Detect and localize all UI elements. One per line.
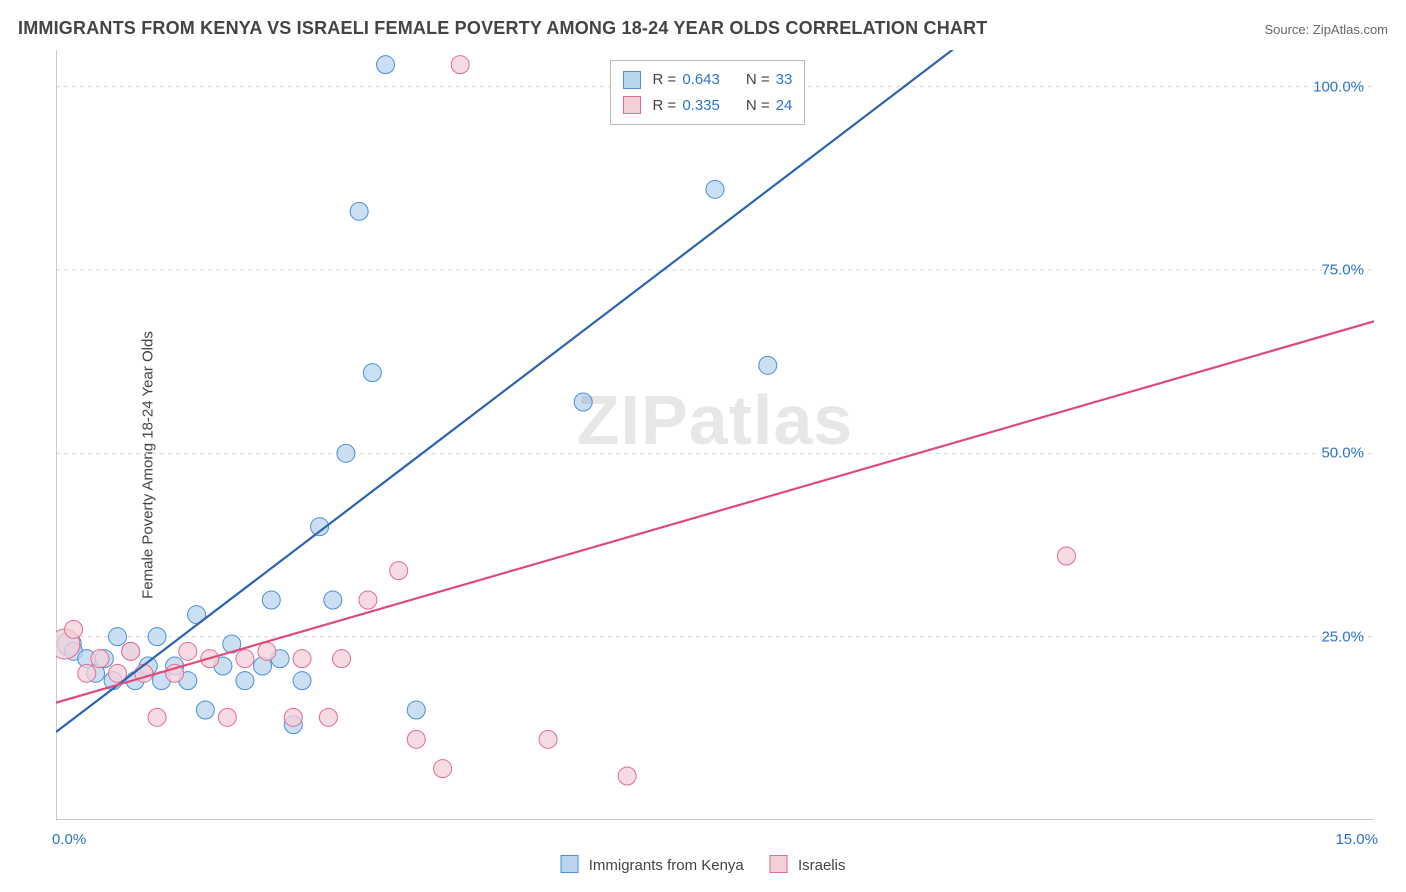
legend-item-2: Israelis (770, 855, 846, 874)
legend-swatch-2 (770, 855, 788, 873)
legend-item-1: Immigrants from Kenya (561, 855, 744, 874)
stat-legend: R = 0.643N = 33R = 0.335N = 24 (610, 60, 806, 125)
chart-title: IMMIGRANTS FROM KENYA VS ISRAELI FEMALE … (18, 18, 987, 39)
scatter-svg (56, 50, 1374, 820)
ytick-75: 75.0% (1321, 262, 1364, 279)
x-tick-max: 15.0% (1335, 831, 1378, 848)
legend-label-2: Israelis (798, 857, 846, 874)
ytick-100: 100.0% (1313, 78, 1364, 95)
chart-area: Female Poverty Among 18-24 Year Olds ZIP… (0, 50, 1406, 880)
x-tick-min: 0.0% (52, 831, 86, 848)
legend-bottom: Immigrants from Kenya Israelis (561, 855, 846, 874)
legend-swatch-1 (561, 855, 579, 873)
source-label: Source: ZipAtlas.com (1264, 22, 1388, 37)
legend-label-1: Immigrants from Kenya (589, 857, 744, 874)
plot-area: ZIPatlas R = 0.643N = 33R = 0.335N = 24 … (56, 50, 1374, 820)
ytick-25: 25.0% (1321, 628, 1364, 645)
ytick-50: 50.0% (1321, 445, 1364, 462)
